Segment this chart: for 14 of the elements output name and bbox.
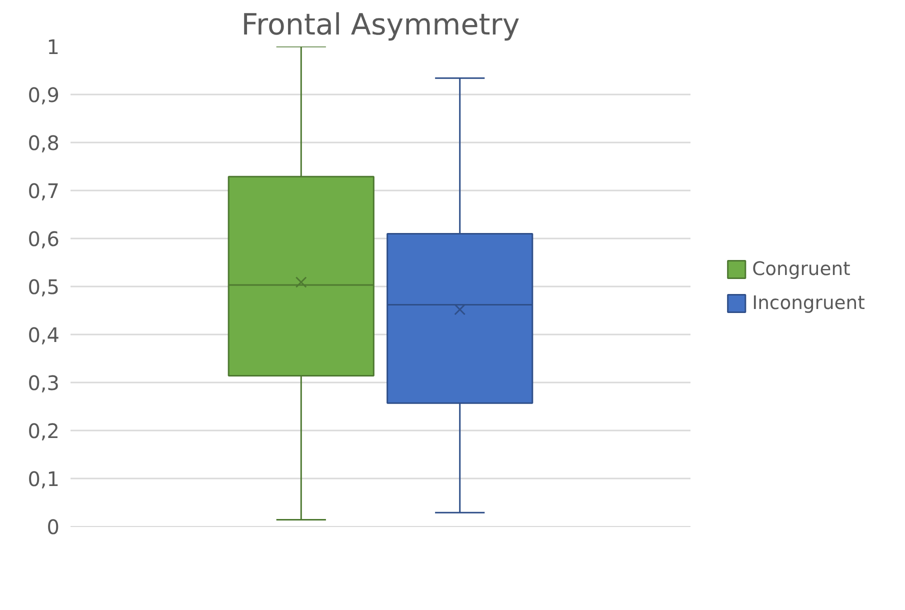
y-tick-label: 0,5 xyxy=(28,275,60,299)
y-tick-label: 0,6 xyxy=(28,227,60,251)
y-tick-label: 0,3 xyxy=(28,371,60,395)
y-tick-label: 0 xyxy=(46,515,60,539)
chart-title: Frontal Asymmetry xyxy=(241,8,520,42)
legend-label: Incongruent xyxy=(752,292,865,314)
y-tick-label: 0,8 xyxy=(28,131,60,155)
y-tick-label: 0,7 xyxy=(28,179,60,203)
y-tick-label: 0,1 xyxy=(28,467,60,491)
y-tick-label: 0,9 xyxy=(28,83,60,107)
legend-label: Congruent xyxy=(752,258,850,280)
y-tick-label: 0,2 xyxy=(28,419,60,443)
y-tick-label: 1 xyxy=(46,35,60,59)
y-tick-label: 0,4 xyxy=(28,323,60,347)
